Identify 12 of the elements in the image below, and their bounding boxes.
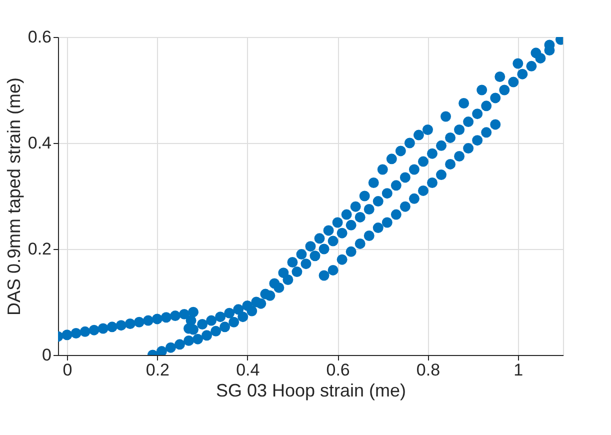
y-tick-label: 0.6 (28, 28, 52, 46)
y-tick-label: 0.2 (28, 240, 52, 258)
x-tick-label: 0 (62, 360, 72, 380)
y-tick-label: 0.4 (28, 134, 52, 152)
y-tick-label: 0 (42, 346, 52, 364)
y-axis-title: DAS 0.9mm taped strain (me) (4, 77, 24, 316)
x-tick-label: 0.2 (146, 360, 170, 380)
x-tick-label: 0.6 (326, 360, 350, 380)
x-tick-label: 0.8 (416, 360, 440, 380)
x-tick-label: 1 (514, 360, 524, 380)
x-axis-title: SG 03 Hoop strain (me) (216, 380, 406, 400)
x-tick-label: 0.4 (236, 360, 260, 380)
